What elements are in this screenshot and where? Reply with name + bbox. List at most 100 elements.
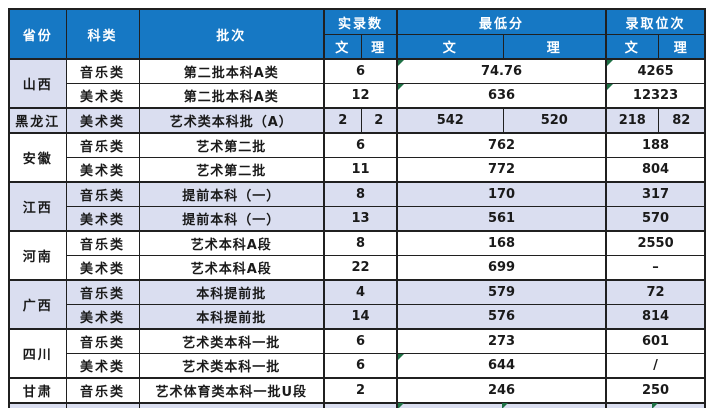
cell-enrolled: 12 (323, 83, 399, 109)
cell-enrolled: 4 (323, 279, 399, 305)
cell-admit-rank: 601 (605, 328, 706, 354)
cell-min-score: 246 (396, 377, 608, 404)
cell-category: 音乐类 (65, 230, 140, 256)
header-enrolled-count: 实录数 (323, 8, 399, 35)
cell-batch: 本科提前批 (138, 279, 325, 305)
cell-admit-rank: 804 (605, 157, 706, 183)
table-row: 美术类 第二批本科A类 12 636 12323 (9, 83, 706, 109)
cell-admit-rank: 317 (605, 181, 706, 207)
cell-admit-rank: 4265 (605, 58, 706, 84)
error-flag-icon (607, 84, 614, 90)
error-flag-icon (398, 354, 405, 360)
cell-province: 河南 (8, 230, 67, 281)
cell-admit-rank: 2550 (605, 230, 706, 256)
header-rank-arts: 文 (605, 34, 659, 60)
cell-category: 音乐类 (65, 181, 140, 207)
table-row: 安徽 音乐类 艺术第二批 6 762 188 (8, 132, 706, 183)
cell-province: 甘肃 (8, 377, 67, 404)
cell-admit-rank: – (605, 255, 706, 281)
cell-province: 山西 (8, 58, 67, 109)
cell-min-score: 699 (396, 255, 608, 281)
cell-value: 74.76 (480, 64, 523, 79)
cell-batch: 艺术本科A段 (138, 255, 325, 281)
cell-province: 四川 (8, 328, 67, 379)
cell-admit-rank: 250 (605, 377, 706, 404)
cell-category: 美术类 (65, 107, 140, 134)
cell-enrolled: 13 (323, 206, 399, 232)
cell-enrolled: 11 (323, 157, 399, 183)
cell-admit-rank: 12323 (605, 83, 706, 109)
cell-batch: 第二批本科A类 (138, 58, 325, 84)
cell-enrolled: 6 (323, 58, 399, 84)
table-row: 甘肃 音乐类 艺术体育类本科一批U段 2 246 250 (8, 377, 706, 404)
cell-category: 音乐类 (65, 132, 140, 158)
cell-batch: 提前本科（一） (138, 181, 325, 207)
cell-admit-rank-arts: 218 (605, 107, 659, 134)
cell-admit-rank: / (605, 353, 706, 379)
cell-category: 美术类 (65, 255, 140, 281)
table-row: 美术类 艺术第二批 11 772 804 (9, 157, 706, 183)
cell-min-score: 168 (396, 230, 608, 256)
header-category: 科类 (65, 8, 140, 60)
header-admit-rank: 录取位次 (605, 8, 706, 35)
error-flag-icon (502, 403, 508, 408)
table-row: 美术类 提前本科（一） 13 561 570 (9, 206, 706, 232)
error-flag-icon (607, 60, 614, 66)
header-enrolled-science: 理 (360, 34, 399, 60)
cell-enrolled: 2 (323, 377, 399, 404)
cell-admit-rank: 188 (605, 132, 706, 158)
header-row-sub: 文 理 文 理 文 理 (9, 34, 706, 60)
cell-batch: 艺术本科A段 (138, 230, 325, 256)
cell-batch: 本科提前批 (138, 402, 325, 408)
cell-batch: 艺术第二批 (138, 157, 325, 183)
cell-province: 黑龙江 (8, 107, 67, 134)
cell-batch: 艺术体育类本科一批U段 (138, 377, 325, 404)
cell-enrolled-science: 2 (360, 107, 399, 134)
cell-min-score: 576 (396, 304, 608, 330)
cell-enrolled: 2 (323, 402, 399, 408)
error-flag-icon (398, 60, 405, 66)
cell-enrolled: 8 (323, 230, 399, 256)
error-flag-icon (398, 403, 404, 408)
table-row: 河南 音乐类 艺术本科A段 8 168 2550 (8, 230, 706, 281)
cell-batch: 艺术类本科批（A） (138, 107, 325, 134)
cell-category: 美术类 (65, 304, 140, 330)
cell-admit-rank-science: 82 (657, 107, 706, 134)
cell-batch: 提前本科（一） (138, 206, 325, 232)
table-row: 美术类 本科提前批 14 576 814 (9, 304, 706, 330)
table-row: 新疆 音乐类 本科提前批 2 262 – (8, 402, 706, 408)
cell-batch: 艺术第二批 (138, 132, 325, 158)
table-row: 广西 音乐类 本科提前批 4 579 72 (8, 279, 706, 330)
cell-batch: 艺术类本科一批 (138, 353, 325, 379)
cell-enrolled: 8 (323, 181, 399, 207)
cell-min-score: 644 (396, 353, 608, 379)
header-min-score: 最低分 (396, 8, 608, 35)
table-row: 四川 音乐类 艺术类本科一批 6 273 601 (8, 328, 706, 379)
cell-province: 新疆 (8, 402, 67, 408)
cell-value: 4265 (637, 64, 674, 79)
cell-category: 音乐类 (65, 377, 140, 404)
header-province: 省份 (8, 8, 67, 60)
table-row: 江西 音乐类 提前本科（一） 8 170 317 (8, 181, 706, 232)
admissions-table: 省份 科类 批次 实录数 最低分 录取位次 文 理 文 理 文 理 山西 音乐类… (8, 8, 707, 408)
cell-min-score: 762 (396, 132, 608, 158)
cell-admit-rank: 72 (605, 279, 706, 305)
cell-province: 广西 (8, 279, 67, 330)
error-flag-icon (398, 84, 405, 90)
cell-min-score: 561 (396, 206, 608, 232)
cell-min-score: 74.76 (396, 58, 608, 84)
cell-admit-rank: 570 (605, 206, 706, 232)
cell-enrolled-arts: 2 (323, 107, 362, 134)
cell-category: 音乐类 (65, 58, 140, 84)
error-flag-icon (652, 403, 658, 408)
cell-province: 江西 (8, 181, 67, 232)
table-row: 美术类 艺术本科A段 22 699 – (9, 255, 706, 281)
cell-category: 美术类 (65, 157, 140, 183)
cell-enrolled: 22 (323, 255, 399, 281)
header-rank-science: 理 (657, 34, 706, 60)
cell-category: 美术类 (65, 83, 140, 109)
table-row: 山西 音乐类 第二批本科A类 6 74.76 4265 (8, 58, 706, 109)
cell-value: 636 (487, 88, 516, 103)
cell-enrolled: 14 (323, 304, 399, 330)
